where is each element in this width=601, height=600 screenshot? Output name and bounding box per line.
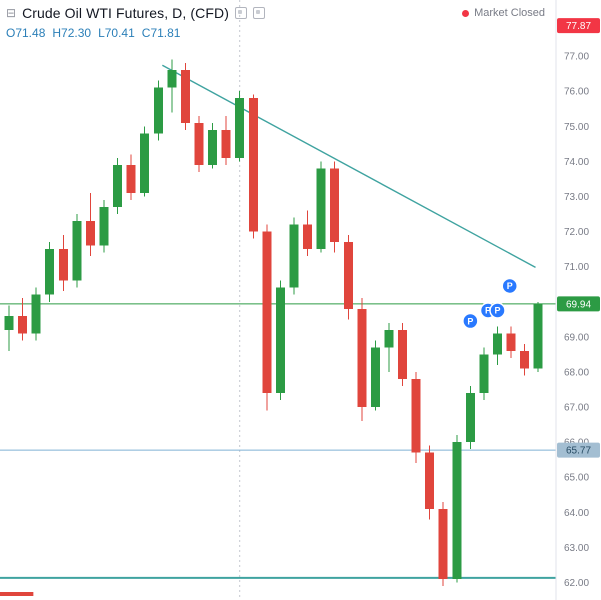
candles [4, 59, 543, 586]
axis-tick-label: 63.00 [564, 543, 589, 554]
axis-tick-label: 67.00 [564, 403, 589, 414]
low-value: L70.41 [98, 26, 135, 40]
axis-price-badge [557, 296, 600, 312]
prediction-marker[interactable] [489, 302, 506, 319]
price-axis[interactable]: 77.00 76.00 75.00 74.00 73.00 72.00 71.00 69.00… [555, 0, 601, 600]
market-closed-dot [462, 9, 470, 17]
open-value: O71.48 [6, 26, 46, 40]
axis-tick-label: 77.00 [564, 52, 589, 63]
prediction-marker-label: P [507, 281, 513, 291]
axis-price-badge-label: 69.94 [566, 299, 591, 310]
prediction-marker[interactable] [462, 312, 479, 330]
axis-tick-label: 75.00 [564, 122, 589, 133]
descending-trendline[interactable] [162, 64, 536, 268]
collapse-panel-icon[interactable]: ⊟ [6, 6, 17, 20]
prediction-marker-label: P [485, 306, 491, 316]
axis-price-badge [557, 18, 600, 34]
title-row: ⊟ Crude Oil WTI Futures, D, (CFD) [6, 5, 265, 21]
axis-price-badge [557, 442, 600, 458]
axis-tick-label: 73.00 [564, 192, 589, 203]
close-value: C71.81 [141, 26, 181, 40]
axis-tick-label: 74.00 [564, 157, 589, 168]
chart-header: ⊟ Crude Oil WTI Futures, D, (CFD) O71.48… [6, 5, 265, 40]
prediction-marker-label: P [495, 306, 501, 316]
prediction-marker-label: P [467, 316, 473, 326]
title-action-icon-1[interactable] [234, 7, 247, 19]
axis-price-badge-label: 65.77 [566, 446, 591, 457]
axis-tick-label: 71.00 [564, 262, 589, 273]
axis-tick-label: 68.00 [564, 367, 589, 378]
ohlc-values: O71.48 H72.30 L70.41 C71.81 [6, 26, 265, 40]
high-value: H72.30 [52, 26, 92, 40]
price-levels[interactable] [0, 303, 556, 597]
axis-tick-label: 76.00 [564, 87, 589, 98]
axis-tick-label: 62.00 [564, 578, 589, 589]
prediction-marker[interactable] [501, 277, 518, 295]
axis-tick-label: 72.00 [564, 227, 589, 238]
prediction-markers[interactable]: PP PP [462, 277, 518, 330]
market-status: Market Closed [462, 7, 545, 19]
axis-price-badge-label: 77.87 [566, 21, 591, 32]
axis-tick-label: 64.00 [564, 508, 589, 519]
title-action-icon-2[interactable] [252, 7, 265, 19]
axis-tick-label: 69.00 [564, 332, 589, 343]
chart-title: Crude Oil WTI Futures, D, (CFD) [22, 5, 229, 21]
market-status-label: Market Closed [474, 7, 545, 19]
axis-tick-label: 65.00 [564, 473, 589, 484]
